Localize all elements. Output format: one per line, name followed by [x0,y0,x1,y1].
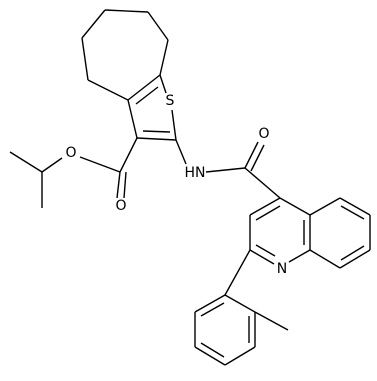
atom-label: S [166,93,175,109]
atom-label: HN [185,165,206,181]
atom-label: N [277,261,287,277]
atom-label: O [258,126,269,142]
bonds [9,9,371,366]
atom-label: O [65,145,76,161]
atom-label: O [115,198,126,214]
